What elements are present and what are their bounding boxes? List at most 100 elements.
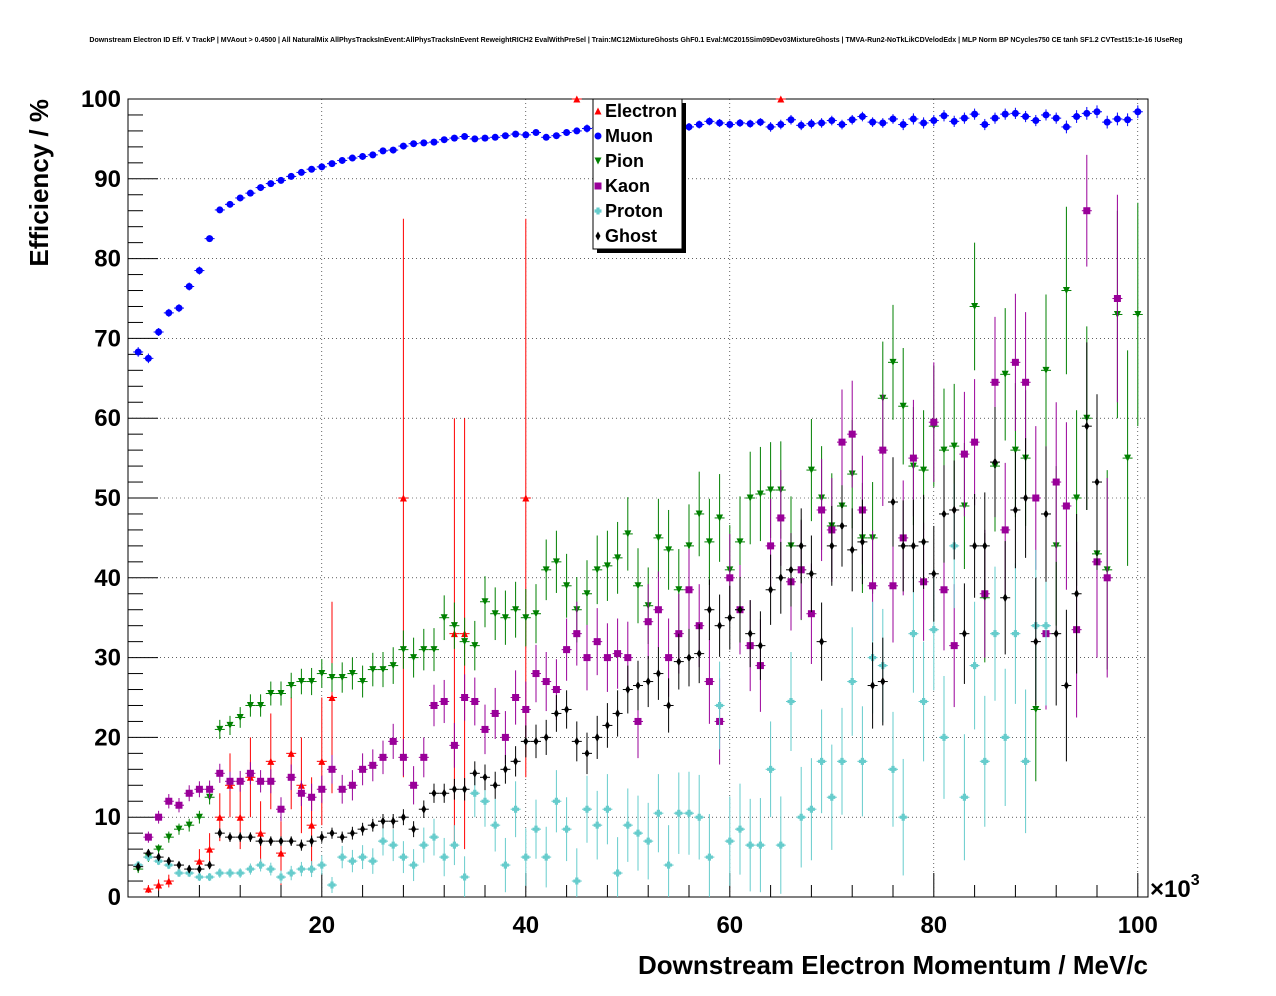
ghost-point: [398, 809, 409, 826]
pion-point: [408, 637, 419, 678]
marker: [695, 510, 703, 518]
marker: [440, 614, 448, 622]
pion-point: [969, 242, 980, 371]
kaon-point: [959, 391, 970, 517]
marker: [960, 450, 968, 458]
marker: [1124, 116, 1132, 124]
muon-point: [582, 124, 592, 133]
marker: [379, 147, 387, 155]
proton-point: [908, 574, 919, 693]
muon-point: [133, 347, 144, 357]
marker: [818, 119, 826, 127]
marker: [491, 610, 499, 618]
proton-point: [857, 706, 868, 817]
proton-point: [245, 863, 256, 875]
marker: [512, 606, 520, 614]
pion-point: [1061, 206, 1072, 375]
muon-point: [235, 194, 246, 202]
proton-point: [449, 825, 460, 866]
marker: [746, 841, 754, 849]
pion-point: [582, 560, 592, 628]
marker: [440, 853, 448, 861]
kaon-point: [174, 798, 184, 813]
marker: [206, 845, 214, 853]
marker: [971, 438, 979, 446]
pion-point: [500, 590, 511, 645]
marker: [930, 418, 938, 426]
kaon-point: [398, 738, 409, 776]
muon-point: [1030, 114, 1041, 127]
proton-point: [643, 802, 654, 880]
marker: [522, 494, 530, 502]
marker: [155, 881, 163, 889]
ghost-point: [306, 835, 317, 847]
electron-point: [163, 874, 174, 888]
proton-point: [969, 601, 980, 730]
marker: [1124, 454, 1132, 462]
pion-point: [694, 471, 705, 557]
marker: [277, 176, 285, 184]
proton-point: [755, 798, 766, 893]
marker: [584, 748, 590, 758]
marker: [369, 666, 377, 674]
proton-point: [500, 837, 511, 893]
marker: [737, 605, 743, 615]
marker: [940, 586, 948, 594]
pion-point: [388, 647, 399, 684]
marker: [389, 146, 397, 154]
marker: [818, 757, 826, 765]
marker: [981, 121, 989, 129]
marker: [348, 670, 356, 678]
marker: [624, 654, 632, 662]
marker: [829, 541, 835, 551]
muon-point: [245, 189, 256, 197]
legend-item-muon: Muon: [594, 126, 653, 146]
ghost-point: [826, 505, 837, 586]
marker: [583, 125, 591, 133]
legend-marker: [594, 157, 602, 165]
marker: [522, 614, 530, 622]
legend: Electron Muon Pion Kaon Proton Ghost: [592, 98, 686, 253]
marker: [593, 638, 601, 646]
marker: [155, 845, 163, 853]
marker: [185, 789, 193, 797]
ghost-point: [1020, 438, 1031, 558]
ghost-point: [265, 836, 276, 846]
marker: [666, 700, 672, 710]
marker: [399, 646, 407, 654]
marker: [848, 430, 856, 438]
marker: [431, 788, 437, 798]
marker: [236, 813, 244, 821]
marker: [227, 832, 233, 842]
ghost-point: [837, 485, 847, 567]
legend-marker: [594, 107, 602, 115]
marker: [185, 821, 193, 829]
ghost-point: [969, 494, 980, 598]
marker: [338, 853, 346, 861]
marker: [207, 860, 213, 870]
marker: [971, 662, 979, 670]
proton-point: [357, 845, 368, 870]
pion-point: [398, 630, 409, 669]
marker: [1083, 207, 1091, 215]
marker: [450, 841, 458, 849]
ghost-point: [347, 826, 358, 840]
marker: [522, 705, 530, 713]
x-tick-label: 80: [920, 912, 947, 939]
ghost-point: [643, 656, 654, 708]
proton-point: [265, 862, 276, 876]
kaon-point: [204, 780, 215, 799]
pion-point: [1132, 202, 1143, 427]
muon-point: [357, 152, 368, 160]
marker: [461, 638, 469, 646]
marker: [634, 829, 642, 837]
marker: [288, 836, 294, 846]
marker: [165, 833, 173, 841]
marker: [563, 646, 571, 654]
marker: [778, 573, 784, 583]
proton-point: [806, 758, 817, 861]
proton-point: [520, 828, 531, 886]
marker: [389, 662, 397, 670]
pion-point: [459, 617, 470, 666]
marker: [1032, 117, 1040, 125]
